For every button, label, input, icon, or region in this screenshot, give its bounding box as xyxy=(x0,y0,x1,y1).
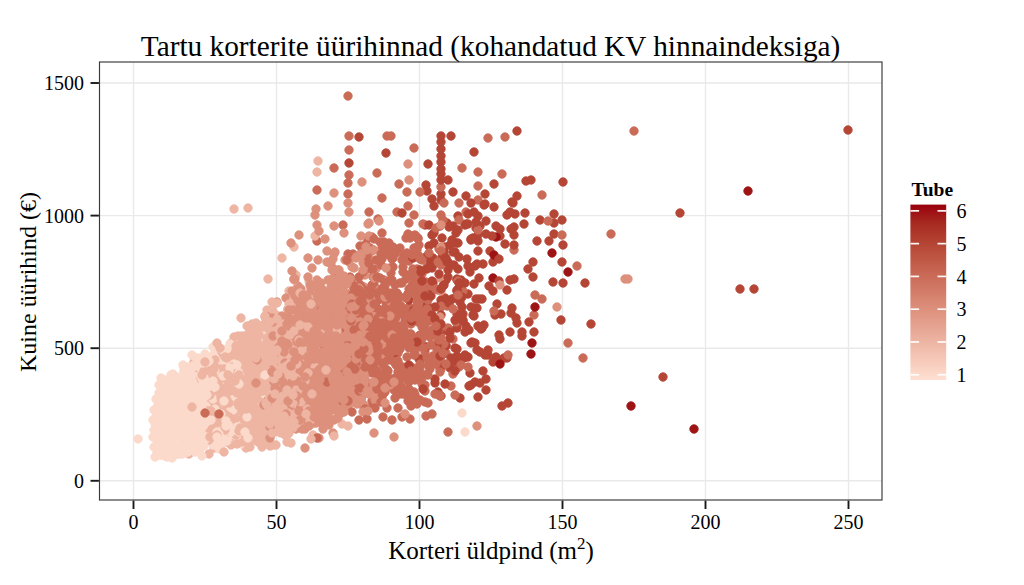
svg-text:50: 50 xyxy=(267,511,287,533)
svg-text:2: 2 xyxy=(957,331,967,353)
svg-text:1: 1 xyxy=(957,364,967,386)
svg-text:250: 250 xyxy=(834,511,864,533)
svg-text:Kuine üürihind (€): Kuine üürihind (€) xyxy=(15,192,41,372)
svg-text:5: 5 xyxy=(957,233,967,255)
svg-text:150: 150 xyxy=(548,511,578,533)
svg-text:1500: 1500 xyxy=(44,72,84,94)
svg-text:0: 0 xyxy=(129,511,139,533)
svg-text:6: 6 xyxy=(957,200,967,222)
svg-text:3: 3 xyxy=(957,298,967,320)
svg-text:0: 0 xyxy=(74,470,84,492)
svg-text:Korteri üldpind (m2): Korteri üldpind (m2) xyxy=(388,534,594,565)
svg-text:1000: 1000 xyxy=(44,205,84,227)
svg-text:100: 100 xyxy=(405,511,435,533)
svg-text:Tube: Tube xyxy=(912,179,954,200)
svg-text:Tartu korterite üürihinnad (ko: Tartu korterite üürihinnad (kohandatud K… xyxy=(141,30,841,63)
svg-text:200: 200 xyxy=(691,511,721,533)
svg-text:500: 500 xyxy=(54,337,84,359)
svg-text:4: 4 xyxy=(957,266,967,288)
